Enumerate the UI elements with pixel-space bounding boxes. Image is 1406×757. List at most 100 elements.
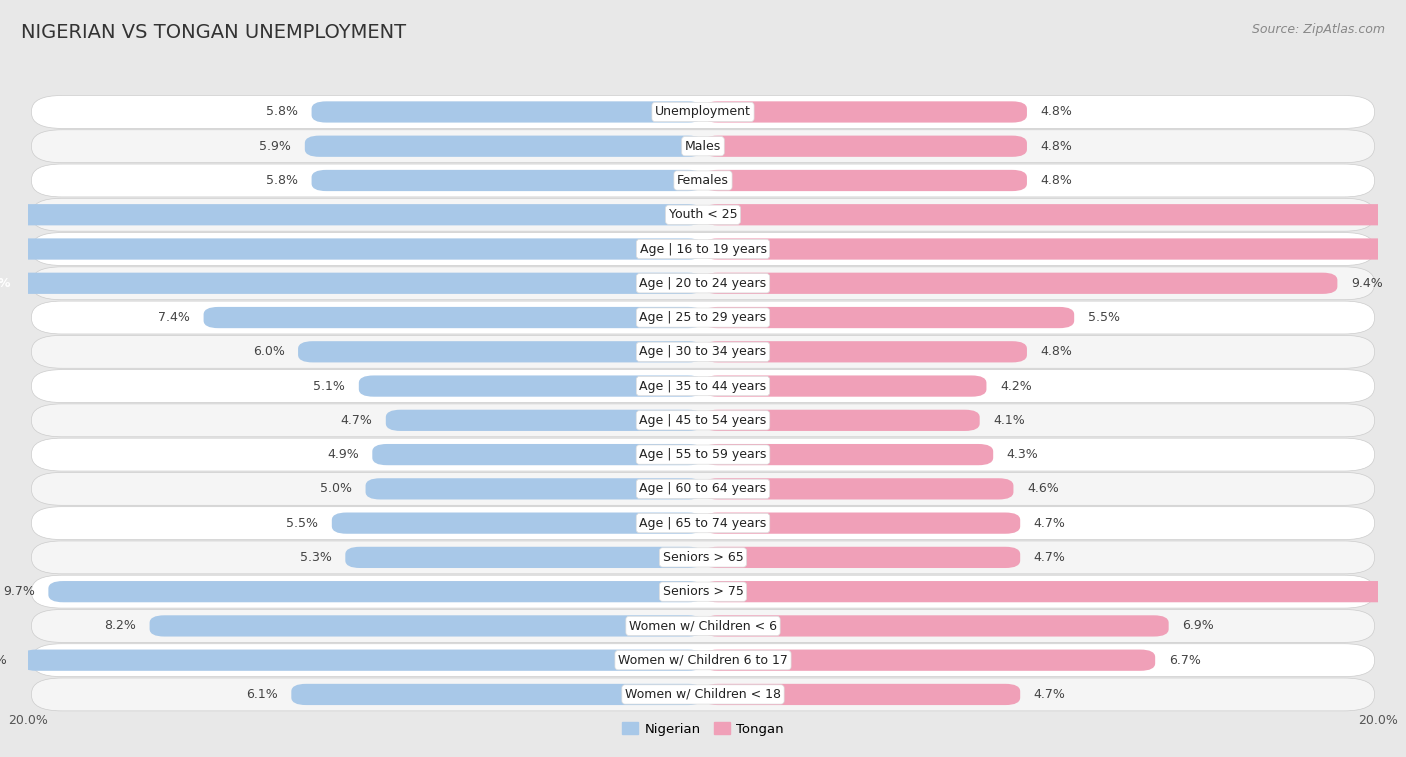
FancyBboxPatch shape: [305, 136, 703, 157]
FancyBboxPatch shape: [703, 375, 987, 397]
Text: 4.7%: 4.7%: [340, 414, 373, 427]
FancyBboxPatch shape: [31, 472, 1375, 506]
Text: 5.5%: 5.5%: [287, 516, 318, 530]
Text: 4.7%: 4.7%: [1033, 516, 1066, 530]
Text: Seniors > 65: Seniors > 65: [662, 551, 744, 564]
FancyBboxPatch shape: [703, 273, 1337, 294]
Text: 5.0%: 5.0%: [321, 482, 352, 495]
FancyBboxPatch shape: [31, 678, 1375, 711]
FancyBboxPatch shape: [31, 643, 1375, 677]
Text: NIGERIAN VS TONGAN UNEMPLOYMENT: NIGERIAN VS TONGAN UNEMPLOYMENT: [21, 23, 406, 42]
FancyBboxPatch shape: [31, 198, 1375, 231]
FancyBboxPatch shape: [31, 609, 1375, 643]
FancyBboxPatch shape: [31, 506, 1375, 540]
FancyBboxPatch shape: [31, 129, 1375, 163]
Text: Age | 55 to 59 years: Age | 55 to 59 years: [640, 448, 766, 461]
FancyBboxPatch shape: [31, 301, 1375, 334]
FancyBboxPatch shape: [703, 101, 1026, 123]
Text: 4.1%: 4.1%: [993, 414, 1025, 427]
FancyBboxPatch shape: [703, 512, 1021, 534]
Text: Women w/ Children < 6: Women w/ Children < 6: [628, 619, 778, 632]
FancyBboxPatch shape: [21, 650, 703, 671]
FancyBboxPatch shape: [31, 95, 1375, 129]
FancyBboxPatch shape: [346, 547, 703, 568]
FancyBboxPatch shape: [703, 204, 1406, 226]
FancyBboxPatch shape: [373, 444, 703, 466]
FancyBboxPatch shape: [703, 478, 1014, 500]
FancyBboxPatch shape: [312, 101, 703, 123]
Text: Age | 60 to 64 years: Age | 60 to 64 years: [640, 482, 766, 495]
Text: Age | 20 to 24 years: Age | 20 to 24 years: [640, 277, 766, 290]
Text: 7.4%: 7.4%: [159, 311, 190, 324]
FancyBboxPatch shape: [703, 307, 1074, 329]
Text: 5.5%: 5.5%: [1088, 311, 1119, 324]
Text: Seniors > 75: Seniors > 75: [662, 585, 744, 598]
FancyBboxPatch shape: [703, 684, 1021, 705]
Text: 4.2%: 4.2%: [1000, 379, 1032, 393]
Text: 5.9%: 5.9%: [260, 140, 291, 153]
Text: Source: ZipAtlas.com: Source: ZipAtlas.com: [1251, 23, 1385, 36]
Text: Youth < 25: Youth < 25: [669, 208, 737, 221]
Text: 5.8%: 5.8%: [266, 105, 298, 118]
Text: 10.1%: 10.1%: [0, 654, 8, 667]
Text: Age | 65 to 74 years: Age | 65 to 74 years: [640, 516, 766, 530]
FancyBboxPatch shape: [204, 307, 703, 329]
Text: 9.7%: 9.7%: [3, 585, 35, 598]
FancyBboxPatch shape: [703, 238, 1406, 260]
Text: Age | 16 to 19 years: Age | 16 to 19 years: [640, 242, 766, 256]
FancyBboxPatch shape: [298, 341, 703, 363]
FancyBboxPatch shape: [703, 615, 1168, 637]
Text: 4.3%: 4.3%: [1007, 448, 1039, 461]
FancyBboxPatch shape: [332, 512, 703, 534]
Text: Age | 25 to 29 years: Age | 25 to 29 years: [640, 311, 766, 324]
FancyBboxPatch shape: [31, 164, 1375, 197]
FancyBboxPatch shape: [31, 575, 1375, 608]
Text: 4.8%: 4.8%: [1040, 345, 1073, 358]
Text: 5.8%: 5.8%: [266, 174, 298, 187]
Text: 6.7%: 6.7%: [1168, 654, 1201, 667]
FancyBboxPatch shape: [703, 547, 1021, 568]
Text: 9.4%: 9.4%: [1351, 277, 1382, 290]
FancyBboxPatch shape: [149, 615, 703, 637]
FancyBboxPatch shape: [703, 444, 993, 466]
FancyBboxPatch shape: [31, 369, 1375, 403]
FancyBboxPatch shape: [312, 170, 703, 191]
Text: 4.9%: 4.9%: [328, 448, 359, 461]
FancyBboxPatch shape: [703, 341, 1026, 363]
Text: 4.8%: 4.8%: [1040, 105, 1073, 118]
Text: 4.7%: 4.7%: [1033, 551, 1066, 564]
Text: 6.0%: 6.0%: [253, 345, 284, 358]
Text: 4.8%: 4.8%: [1040, 140, 1073, 153]
FancyBboxPatch shape: [366, 478, 703, 500]
FancyBboxPatch shape: [31, 335, 1375, 368]
FancyBboxPatch shape: [31, 232, 1375, 266]
Text: Age | 30 to 34 years: Age | 30 to 34 years: [640, 345, 766, 358]
FancyBboxPatch shape: [385, 410, 703, 431]
Text: 6.9%: 6.9%: [1182, 619, 1213, 632]
Text: 8.2%: 8.2%: [104, 619, 136, 632]
FancyBboxPatch shape: [0, 273, 703, 294]
FancyBboxPatch shape: [703, 581, 1405, 603]
FancyBboxPatch shape: [359, 375, 703, 397]
FancyBboxPatch shape: [48, 581, 703, 603]
Legend: Nigerian, Tongan: Nigerian, Tongan: [617, 717, 789, 741]
FancyBboxPatch shape: [703, 650, 1156, 671]
Text: 4.6%: 4.6%: [1026, 482, 1059, 495]
FancyBboxPatch shape: [31, 404, 1375, 437]
FancyBboxPatch shape: [703, 410, 980, 431]
Text: 11.4%: 11.4%: [0, 277, 11, 290]
Text: 5.3%: 5.3%: [299, 551, 332, 564]
FancyBboxPatch shape: [31, 438, 1375, 471]
Text: Age | 35 to 44 years: Age | 35 to 44 years: [640, 379, 766, 393]
Text: Women w/ Children < 18: Women w/ Children < 18: [626, 688, 780, 701]
Text: 4.7%: 4.7%: [1033, 688, 1066, 701]
FancyBboxPatch shape: [703, 170, 1026, 191]
Text: Unemployment: Unemployment: [655, 105, 751, 118]
FancyBboxPatch shape: [0, 204, 703, 226]
Text: 4.8%: 4.8%: [1040, 174, 1073, 187]
FancyBboxPatch shape: [291, 684, 703, 705]
Text: Males: Males: [685, 140, 721, 153]
FancyBboxPatch shape: [0, 238, 703, 260]
FancyBboxPatch shape: [31, 266, 1375, 300]
Text: 6.1%: 6.1%: [246, 688, 278, 701]
